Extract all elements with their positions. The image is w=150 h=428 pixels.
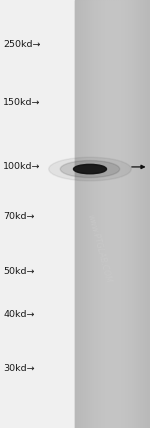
Bar (137, 0, 139, 428)
Bar (131, 0, 133, 428)
Bar (128, 0, 129, 428)
Bar (98, 0, 99, 428)
Text: 40kd→: 40kd→ (3, 310, 34, 319)
Text: 250kd→: 250kd→ (3, 40, 40, 50)
Text: www.PTGLAB.COM: www.PTGLAB.COM (85, 213, 112, 284)
Bar (129, 0, 131, 428)
Bar (144, 0, 146, 428)
Bar (90, 0, 92, 428)
Bar (111, 0, 112, 428)
Bar (112, 0, 114, 428)
Bar (101, 0, 103, 428)
Bar (133, 0, 135, 428)
Bar (148, 0, 150, 428)
Bar (79, 0, 81, 428)
Bar (107, 0, 109, 428)
Bar (126, 0, 127, 428)
Bar (103, 0, 105, 428)
Bar (135, 0, 137, 428)
Bar (92, 0, 94, 428)
Bar (116, 0, 118, 428)
Bar (120, 0, 122, 428)
Bar (142, 0, 144, 428)
Bar (86, 0, 88, 428)
Bar (99, 0, 101, 428)
Bar (88, 0, 90, 428)
Bar (75, 0, 150, 428)
Bar (96, 0, 98, 428)
Bar (81, 0, 82, 428)
Bar (146, 0, 148, 428)
Bar (114, 0, 116, 428)
Bar (109, 0, 111, 428)
Text: 30kd→: 30kd→ (3, 363, 35, 373)
Text: 70kd→: 70kd→ (3, 211, 34, 221)
Bar (82, 0, 84, 428)
Ellipse shape (74, 164, 106, 174)
Text: 150kd→: 150kd→ (3, 98, 40, 107)
Bar (77, 0, 79, 428)
Ellipse shape (60, 160, 120, 178)
Text: 100kd→: 100kd→ (3, 162, 40, 172)
Bar (122, 0, 124, 428)
Bar (118, 0, 120, 428)
Bar (94, 0, 96, 428)
Text: 50kd→: 50kd→ (3, 267, 34, 276)
Bar (141, 0, 142, 428)
Bar (124, 0, 126, 428)
Bar (75, 0, 77, 428)
Bar (84, 0, 86, 428)
Bar (139, 0, 141, 428)
Bar (105, 0, 107, 428)
Ellipse shape (49, 158, 131, 181)
